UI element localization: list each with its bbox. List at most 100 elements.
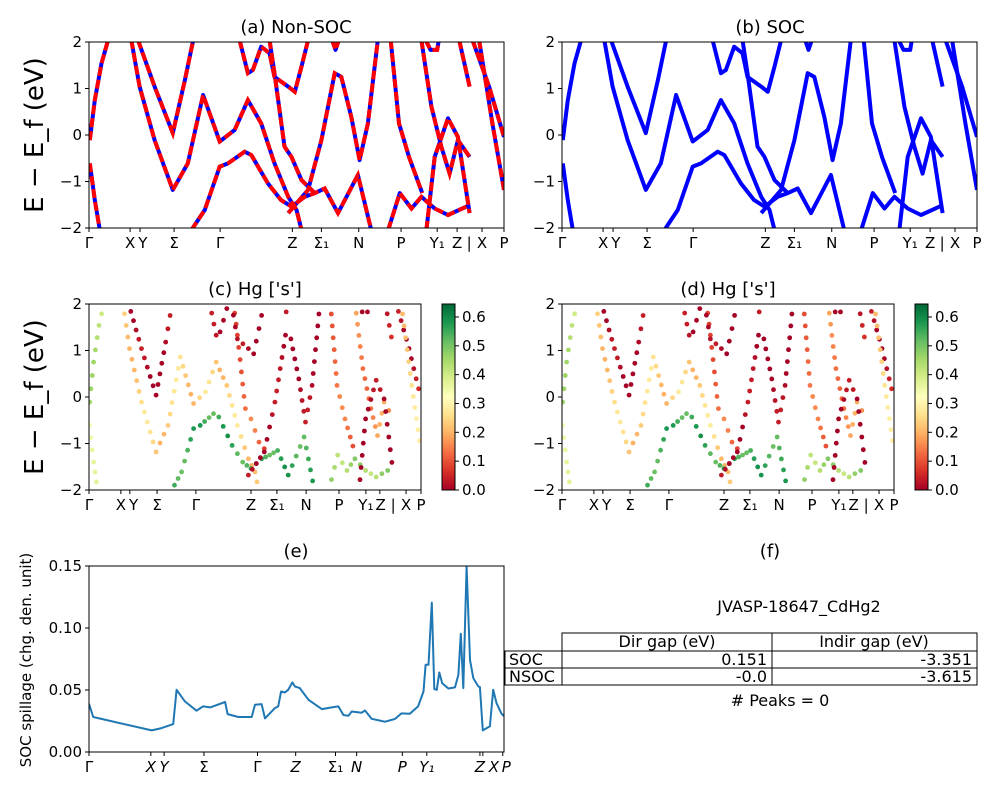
scatter-point [271, 450, 276, 456]
scatter-point [236, 345, 242, 350]
scatter-point [615, 409, 620, 415]
scatter-point [562, 435, 567, 440]
ytick-label: −1 [60, 173, 82, 191]
scatter-point [807, 383, 813, 388]
scatter-point [689, 414, 695, 420]
xtick-label: Γ [216, 234, 225, 252]
xtick-label: X [488, 758, 500, 776]
scatter-point [277, 366, 283, 371]
scatter-point [203, 389, 208, 395]
xtick-label: Γ [253, 758, 262, 776]
scatter-point [129, 356, 135, 362]
scatter-point [730, 455, 736, 461]
colorbar-gradient [914, 303, 929, 491]
scatter-point [288, 336, 294, 342]
xtick-label: | [864, 496, 869, 514]
scatter-point [313, 347, 318, 353]
scatter-point [175, 476, 181, 481]
scatter-point [684, 321, 690, 327]
scatter-point [617, 419, 623, 425]
band-line-soc [711, 42, 783, 94]
scatter-point [862, 334, 867, 340]
scatter-point [136, 389, 142, 394]
scatter-point [565, 469, 571, 475]
colorbar-tick-label: 0.4 [462, 366, 486, 384]
scatter-point [233, 324, 238, 330]
scatter-point [634, 431, 640, 437]
scatter-point [770, 444, 776, 449]
plot-area-e [89, 566, 504, 732]
scatter-point [818, 425, 823, 431]
axes-frame-c [88, 303, 422, 491]
ytick-label: −2 [533, 219, 555, 237]
xtick-label: N [826, 234, 837, 252]
scatter-point [697, 383, 703, 388]
xtick-label: X [125, 234, 135, 252]
xtick-label: Σ [642, 234, 651, 252]
scatter-point [700, 393, 705, 398]
scatter-point [831, 465, 837, 470]
scatter-point [89, 399, 93, 405]
scatter-point [240, 341, 246, 347]
scatter-point [686, 359, 692, 365]
scatter-point [246, 472, 251, 478]
scatter-point [690, 329, 696, 335]
scatter-point [804, 347, 810, 353]
scatter-point [644, 388, 650, 394]
scatter-point [211, 321, 217, 327]
scatter-point [210, 369, 216, 375]
scatter-point [309, 383, 315, 388]
band-line-soc [803, 42, 814, 52]
scatter-point [172, 482, 177, 488]
scatter-point [664, 401, 669, 406]
scatter-point [566, 347, 571, 353]
xtick-label: X [598, 234, 608, 252]
scatter-point [305, 407, 311, 413]
scatter-point [211, 411, 216, 417]
scatter-point [683, 369, 688, 375]
scatter-point [384, 311, 390, 317]
scatter-point [661, 437, 666, 442]
scatter-point [829, 333, 835, 338]
axes-frame-a [88, 41, 505, 229]
scatter-point [254, 479, 260, 485]
scatter-point [693, 424, 699, 429]
scatter-point [833, 440, 839, 446]
scatter-point [356, 333, 362, 338]
xtick-label: Z [287, 234, 297, 252]
scatter-point [838, 309, 843, 315]
scatter-point [846, 474, 852, 480]
scatter-point [365, 309, 370, 315]
scatter-point [884, 366, 890, 372]
band-line-nsoc-dashed [419, 42, 472, 182]
scatter-point [630, 371, 636, 377]
scatter-point [710, 357, 716, 362]
scatter-point [415, 427, 421, 433]
scatter-point [890, 438, 894, 444]
scatter-point [285, 472, 291, 478]
scatter-point [150, 383, 156, 389]
scatter-point [89, 373, 95, 378]
scatter-point [276, 377, 281, 383]
scatter-point [131, 367, 137, 373]
xtick-label: P [397, 234, 406, 252]
scatter-point [679, 415, 685, 420]
scatter-point [885, 405, 891, 410]
scatter-point [788, 323, 794, 329]
scatter-point [729, 439, 735, 445]
scatter-point [873, 311, 878, 317]
scatter-point [221, 317, 226, 323]
scatter-point [765, 356, 771, 362]
scatter-point [282, 464, 288, 470]
scatter-point [269, 412, 275, 417]
scatter-point [383, 409, 389, 414]
ytick-label: −1 [533, 173, 555, 191]
scatter-point [157, 371, 163, 377]
scatter-point [698, 433, 704, 439]
xtick-label: Z [246, 496, 256, 514]
scatter-point [400, 311, 405, 317]
scatter-point [869, 309, 874, 314]
scatter-point [246, 456, 251, 462]
scatter-point [833, 366, 839, 371]
scatter-point [202, 419, 208, 424]
